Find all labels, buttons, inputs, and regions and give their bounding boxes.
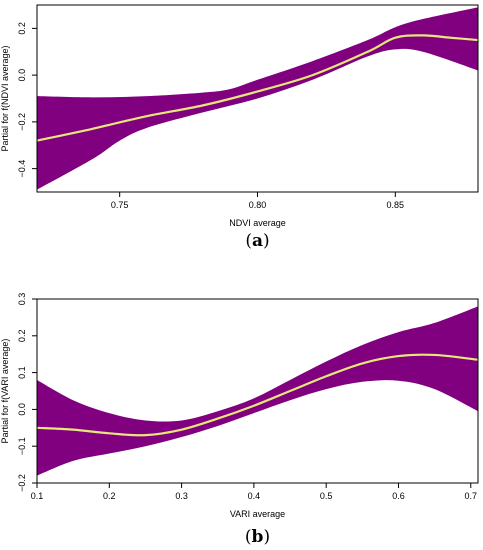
panel-label: (b) xyxy=(245,527,270,547)
fit-line xyxy=(36,353,479,437)
chart-b: 0.1 0.2 0.3 0.4 0.5 0.6 0.7 −0.2 −0.1 0.0 0.1 0.2 0.… xyxy=(0,293,479,547)
y-tick-label: 0.3 xyxy=(17,293,27,306)
x-tick-label: 0.5 xyxy=(320,491,333,501)
fit-line xyxy=(36,34,479,142)
plot-frame xyxy=(36,298,479,484)
y-tick-label: −0.1 xyxy=(17,437,27,455)
confidence-band xyxy=(37,306,478,476)
y-tick-label: −0.2 xyxy=(17,113,27,131)
x-tick-label: 0.4 xyxy=(248,491,261,501)
y-axis-label: Partial for f(VARI average) xyxy=(0,339,10,444)
y-tick-label: 0.0 xyxy=(17,69,27,82)
y-tick-label: 0.1 xyxy=(17,366,27,379)
x-tick-label: 0.2 xyxy=(103,491,116,501)
x-axis-label: NDVI average xyxy=(229,218,286,228)
y-tick-label: 0.2 xyxy=(17,330,27,343)
x-tick-label: 0.3 xyxy=(175,491,188,501)
panel-label: (a) xyxy=(245,231,269,251)
y-axis-label: Partial for f(NDVI average) xyxy=(0,45,10,151)
x-tick-label: 0.75 xyxy=(111,200,129,210)
y-tick-label: 0.0 xyxy=(17,403,27,416)
x-axis-label: VARI average xyxy=(230,509,285,519)
x-tick-label: 0.6 xyxy=(392,491,405,501)
x-tick-label: 0.1 xyxy=(31,491,44,501)
x-tick-label: 0.80 xyxy=(249,200,267,210)
x-tick-label: 0.85 xyxy=(387,200,405,210)
y-tick-label: −0.4 xyxy=(17,160,27,178)
y-tick-label: −0.2 xyxy=(17,474,27,492)
y-tick-label: 0.2 xyxy=(17,22,27,35)
chart-a: 0.75 0.80 0.85 −0.4 −0.2 0.0 0.2 NDVI average Pa… xyxy=(0,4,479,251)
x-tick-label: 0.7 xyxy=(465,491,478,501)
